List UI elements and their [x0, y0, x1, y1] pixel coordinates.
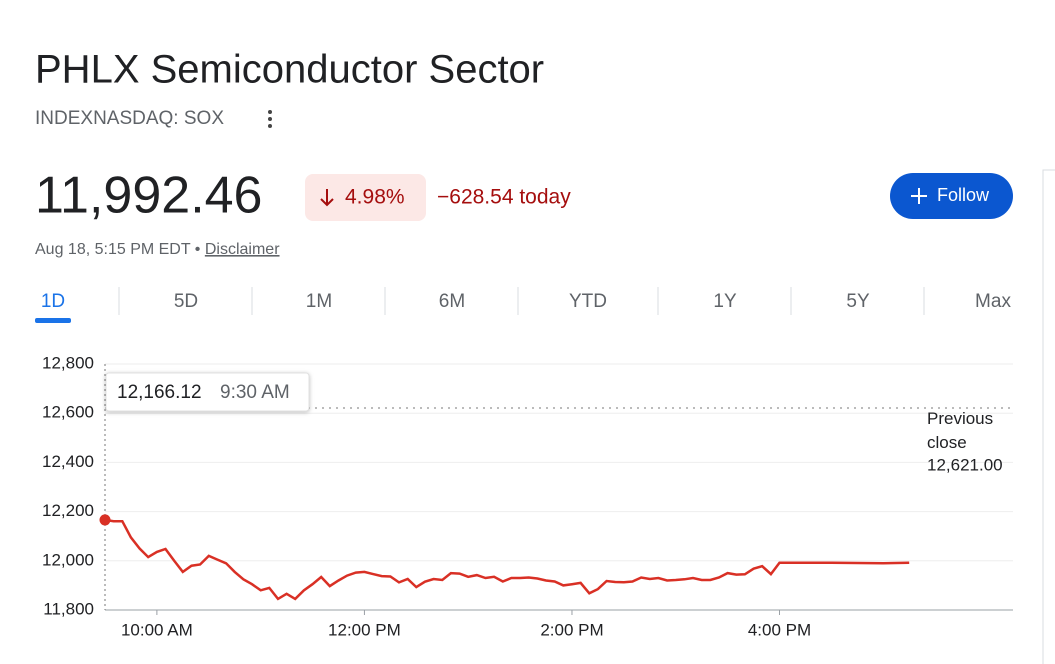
- follow-button[interactable]: [890, 173, 1013, 219]
- change-percent: 4.98%: [345, 186, 405, 209]
- hover-point: [99, 514, 111, 526]
- down-arrow: [320, 189, 334, 207]
- tab[interactable]: 1Y: [713, 291, 737, 312]
- active-tab-indicator: [35, 318, 71, 323]
- x-tick-label: 12:00 PM: [328, 620, 401, 639]
- price: 11,992.46: [35, 167, 262, 225]
- tab[interactable]: 1D: [41, 291, 65, 312]
- timestamp-text: Aug 18, 5:15 PM EDT: [35, 241, 191, 258]
- tooltip-time: 9:30 AM: [220, 382, 290, 403]
- tab[interactable]: 6M: [439, 291, 465, 312]
- previous-close-value: 12,621.00: [927, 455, 1003, 474]
- price-line: [104, 518, 910, 601]
- follow-label[interactable]: Follow: [937, 185, 990, 205]
- tab[interactable]: 5Y: [846, 291, 870, 312]
- tab[interactable]: Max: [975, 291, 1011, 312]
- previous-close-label-line: Previous: [927, 409, 993, 428]
- title: PHLX Semiconductor Sector: [35, 48, 544, 92]
- previous-close-label-line: close: [927, 433, 967, 452]
- tab[interactable]: 5D: [174, 291, 198, 312]
- plus-icon: [911, 188, 927, 204]
- y-tick-label: 12,800: [42, 353, 94, 372]
- y-tick-label: 12,400: [42, 452, 94, 471]
- y-tick-label: 12,000: [42, 550, 94, 569]
- x-tick-label: 10:00 AM: [121, 620, 193, 639]
- tooltip-box: [105, 372, 310, 412]
- tab[interactable]: YTD: [569, 291, 607, 312]
- x-tick-label: 4:00 PM: [748, 620, 811, 639]
- y-tick-label: 12,600: [42, 403, 94, 422]
- timestamp: Aug 18, 5:15 PM EDT • Disclaimer: [35, 241, 280, 258]
- tooltip-value: 12,166.12: [117, 382, 202, 403]
- disclaimer-link[interactable]: Disclaimer: [205, 241, 280, 258]
- tooltip: 12,166.12 9:30 AM: [105, 372, 310, 412]
- more-menu[interactable]: [268, 110, 272, 128]
- tab[interactable]: 1M: [306, 291, 332, 312]
- change-badge: [305, 174, 426, 221]
- y-tick-label: 12,200: [42, 501, 94, 520]
- previous-close-label: Previous close: [927, 409, 993, 452]
- x-tick-label: 2:00 PM: [540, 620, 603, 639]
- side-card: [1042, 169, 1055, 664]
- y-tick-label: 11,800: [43, 599, 94, 618]
- change-today: −628.54 today: [437, 186, 571, 209]
- ticker: INDEXNASDAQ: SOX: [35, 108, 224, 129]
